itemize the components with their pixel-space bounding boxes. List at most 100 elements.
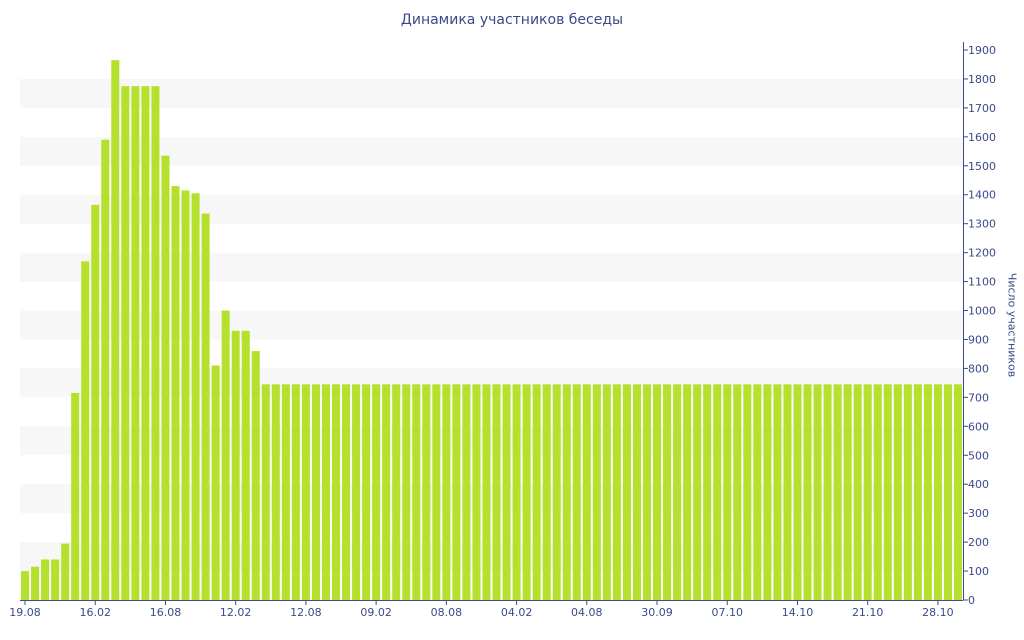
bar [231, 330, 240, 600]
bar [432, 384, 441, 600]
x-tick-label: 07.10 [712, 606, 744, 619]
bar [291, 384, 300, 600]
bar [943, 384, 952, 600]
y-tick-label: 100 [968, 565, 989, 578]
bar [773, 384, 782, 600]
bar [331, 384, 341, 600]
bar [171, 186, 180, 601]
x-tick-label: 08.08 [431, 606, 463, 619]
bar [342, 384, 351, 600]
bar [201, 213, 210, 601]
x-tick-label: 19.08 [9, 606, 41, 619]
bar [793, 384, 802, 600]
y-tick-label: 900 [968, 333, 989, 346]
chart-title: Динамика участников беседы [400, 12, 624, 28]
y-tick-label: 1700 [968, 102, 996, 115]
bar [953, 384, 962, 600]
bar [562, 384, 571, 600]
bar [352, 384, 361, 600]
bar [41, 559, 50, 600]
bar [51, 559, 60, 600]
bar [733, 384, 742, 600]
bar [512, 384, 521, 600]
y-tick-label: 1400 [968, 189, 996, 202]
bar [602, 384, 611, 600]
bar [522, 384, 531, 600]
bar [81, 261, 90, 600]
y-tick-label: 1300 [968, 218, 996, 231]
bar [442, 384, 451, 600]
x-tick-label: 12.08 [290, 606, 322, 619]
x-tick-label: 30.09 [641, 606, 673, 619]
bar [853, 384, 862, 600]
bar [362, 384, 371, 600]
bar [683, 384, 692, 600]
bar [21, 571, 30, 600]
x-tick-label: 09.02 [360, 606, 392, 619]
bar [903, 384, 912, 600]
bar-series [21, 60, 962, 601]
bar [663, 384, 672, 600]
bar [181, 190, 190, 600]
bar [552, 384, 561, 600]
bar [883, 384, 892, 600]
bar [452, 384, 461, 600]
bar [653, 384, 662, 600]
bar [241, 330, 250, 600]
bar [592, 384, 601, 600]
bar [141, 86, 150, 601]
bar [783, 384, 792, 600]
y-tick-label: 300 [968, 507, 989, 520]
x-axis-ticks: 19.08 16.02 16.08 12.02 12.08 09.02 08.08 04.02… [9, 600, 954, 619]
bar [121, 86, 130, 601]
bar [61, 543, 70, 600]
axes [20, 42, 964, 601]
y-tick-label: 400 [968, 478, 989, 491]
bar [542, 384, 551, 600]
x-tick-label: 04.08 [571, 606, 603, 619]
y-tick-label: 1600 [968, 131, 996, 144]
y-tick-label: 1900 [968, 44, 996, 57]
y-tick-label: 700 [968, 391, 989, 404]
bar [923, 384, 932, 600]
bar [532, 384, 541, 600]
grid-band [20, 136, 963, 166]
bar [131, 86, 140, 601]
bar [422, 384, 431, 600]
bar [321, 384, 330, 600]
bar [572, 384, 581, 600]
bar [71, 393, 80, 600]
bar [873, 384, 882, 600]
grid-band [20, 78, 963, 108]
bar [693, 384, 702, 600]
bar [893, 384, 902, 600]
bar [311, 384, 320, 600]
bar [211, 365, 220, 600]
bar [502, 384, 511, 600]
y-tick-label: 1000 [968, 305, 996, 318]
bar [642, 384, 652, 600]
y-tick-label: 1500 [968, 160, 996, 173]
x-tick-label: 16.02 [79, 606, 111, 619]
bar [843, 384, 852, 600]
bar [492, 384, 501, 600]
y-tick-label: 800 [968, 362, 989, 375]
y-tick-label: 500 [968, 449, 989, 462]
bar [161, 155, 170, 600]
x-tick-label: 16.08 [150, 606, 182, 619]
bar [703, 384, 712, 600]
bar [472, 384, 481, 600]
bar [111, 60, 120, 600]
y-tick-label: 1200 [968, 247, 996, 260]
y-tick-label: 200 [968, 536, 989, 549]
bar [221, 310, 230, 600]
bar [91, 204, 100, 600]
bar [622, 384, 631, 600]
bar [151, 86, 160, 601]
bar [31, 566, 40, 600]
bar [803, 384, 812, 600]
x-tick-label: 04.02 [501, 606, 533, 619]
bar [723, 384, 732, 600]
bar [632, 384, 641, 600]
x-tick-label: 14.10 [782, 606, 814, 619]
